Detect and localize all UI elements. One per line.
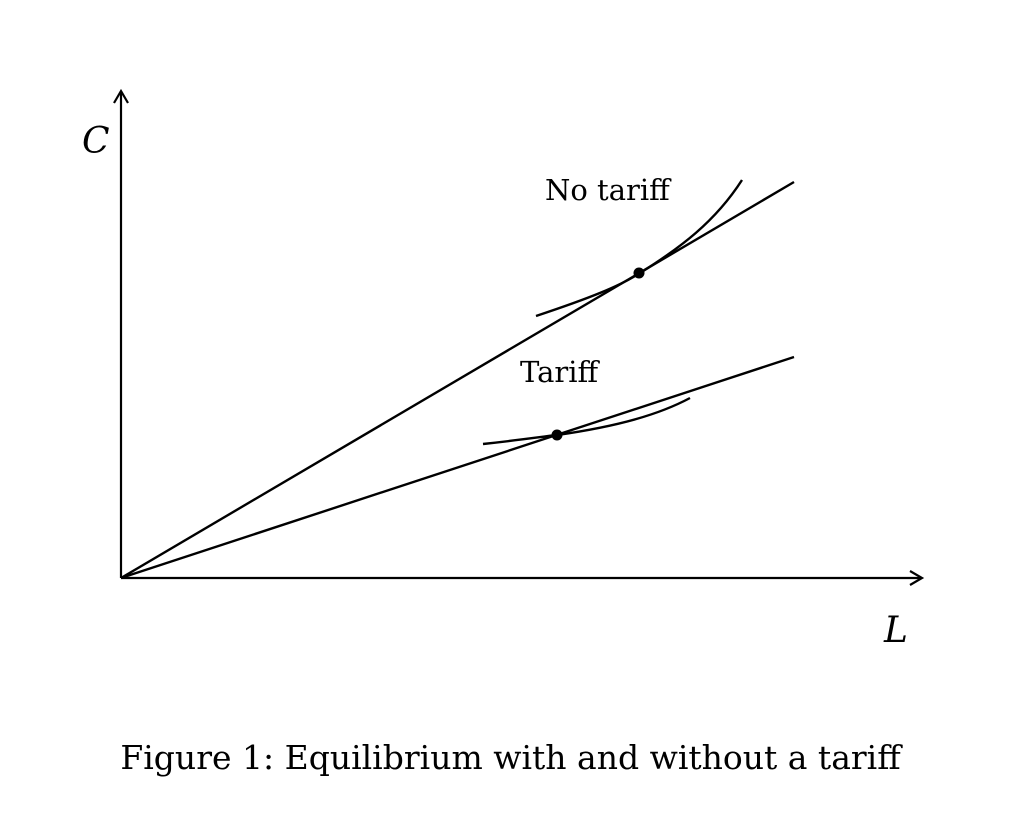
tariff-line xyxy=(120,355,795,580)
y-axis-label: C xyxy=(82,121,110,162)
x-axis-label: L xyxy=(883,610,908,651)
caption-number: Figure 1: xyxy=(120,738,275,777)
y-axis-arrowhead xyxy=(113,88,129,104)
no-tariff-equilibrium-point xyxy=(633,267,645,279)
tariff-indifference-curve xyxy=(482,396,691,446)
tariff-equilibrium-point xyxy=(551,429,563,441)
figure-caption: Figure 1: Equilibrium with and without a … xyxy=(0,738,1021,777)
no-tariff-label: No tariff xyxy=(545,173,672,207)
no-tariff-line xyxy=(120,180,795,580)
x-axis-arrowhead xyxy=(909,570,925,586)
tariff-label: Tariff xyxy=(520,355,601,389)
axes xyxy=(113,88,925,586)
caption-text: Equilibrium with and without a tariff xyxy=(284,738,901,777)
